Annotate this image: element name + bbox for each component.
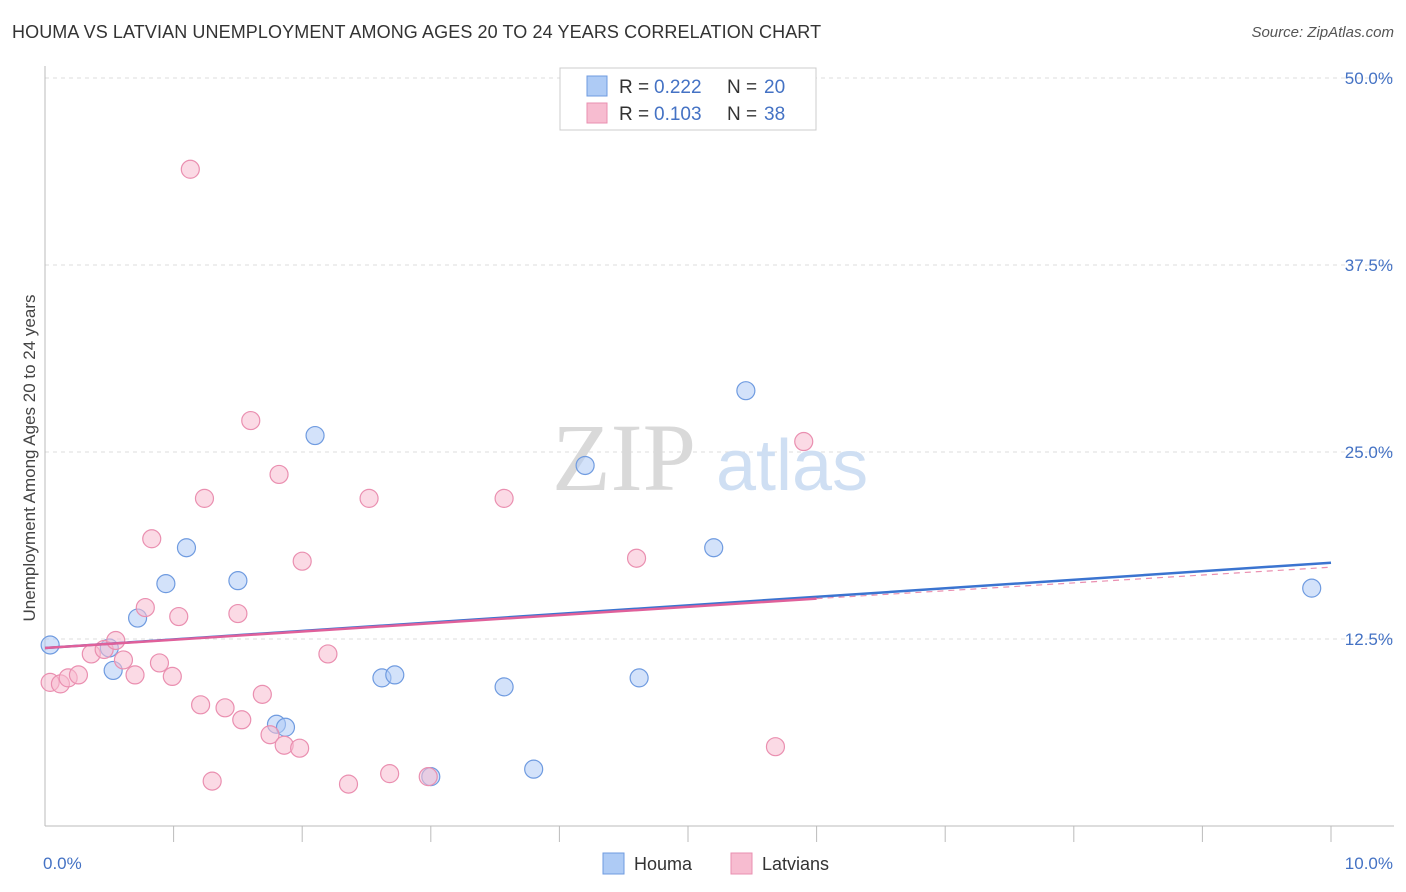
- latvians-point: [68, 665, 89, 685]
- latvians-point: [794, 431, 814, 452]
- houma-point: [575, 455, 595, 476]
- y-tick-label: 12.5%: [1345, 630, 1393, 649]
- legend-houma-n-value: 20: [764, 77, 785, 98]
- latvians-point: [269, 464, 289, 485]
- watermark-atlas: atlas: [716, 426, 868, 506]
- y-tick-label: 25.0%: [1345, 443, 1393, 462]
- latvians-point: [106, 630, 126, 651]
- latvians-point: [228, 603, 248, 624]
- houma-point: [305, 425, 325, 446]
- latvians-point: [290, 738, 310, 758]
- latvians-point: [260, 725, 280, 745]
- source-label: Source: ZipAtlas.com: [1251, 24, 1394, 41]
- houma-point: [1302, 578, 1322, 598]
- latvians-trend-extension: [816, 566, 1332, 600]
- bottom-legend-houma-swatch: [602, 852, 625, 875]
- latvians-point: [338, 774, 359, 794]
- watermark-zip: ZIP: [552, 404, 696, 511]
- legend-latvians-r-label: R =: [619, 104, 649, 125]
- latvians-point: [765, 737, 786, 757]
- legend-latvians-swatch: [586, 102, 608, 124]
- latvians-point: [202, 771, 222, 791]
- houma-point: [494, 677, 514, 697]
- axes: 12.5% 25.0% 37.5% 50.0% 0.0% 10.0%: [43, 66, 1394, 873]
- chart-title: HOUMA VS LATVIAN UNEMPLOYMENT AMONG AGES…: [12, 22, 822, 42]
- latvians-trend-line: [44, 597, 817, 650]
- latvians-point: [125, 665, 145, 685]
- houma-point: [629, 668, 649, 688]
- data-points: [40, 159, 1322, 794]
- latvians-point: [418, 767, 438, 787]
- houma-point: [385, 665, 405, 685]
- houma-point: [156, 574, 176, 594]
- trend-lines: [44, 561, 1332, 650]
- latvians-point: [180, 159, 200, 179]
- houma-point: [40, 635, 60, 655]
- y-tick-label: 50.0%: [1345, 69, 1393, 88]
- legend-houma-r-value: 0.222: [654, 77, 702, 98]
- houma-point: [176, 538, 197, 558]
- legend-houma-swatch: [586, 75, 608, 97]
- houma-point: [524, 759, 544, 779]
- latvians-point: [380, 764, 400, 784]
- latvians-point: [241, 410, 261, 431]
- latvians-point: [162, 666, 182, 687]
- y-tick-label: 37.5%: [1345, 256, 1393, 275]
- latvians-point: [626, 548, 647, 568]
- latvians-point: [149, 653, 170, 673]
- bottom-legend: Houma Latvians: [602, 852, 829, 875]
- latvians-point: [292, 551, 312, 571]
- latvians-point: [494, 488, 514, 508]
- bottom-legend-houma-label: Houma: [634, 854, 693, 874]
- legend-houma-r-label: R =: [619, 77, 649, 98]
- latvians-point: [169, 606, 189, 627]
- legend-latvians-n-value: 38: [764, 104, 785, 125]
- latvians-point: [274, 735, 294, 755]
- x-tick-label-end: 10.0%: [1345, 854, 1393, 873]
- latvians-point: [318, 644, 338, 664]
- bottom-legend-latvians-label: Latvians: [762, 854, 829, 874]
- latvians-point: [113, 650, 134, 670]
- legend-latvians-r-value: 0.103: [654, 104, 702, 125]
- latvians-point: [142, 529, 162, 549]
- latvians-point: [191, 695, 211, 715]
- latvians-point: [215, 698, 235, 718]
- latvians-point: [135, 597, 155, 618]
- top-legend: R = 0.222 N = 20 R = 0.103 N = 38: [559, 67, 817, 131]
- latvians-point: [359, 488, 379, 508]
- houma-point: [228, 571, 248, 591]
- latvians-point: [232, 710, 252, 730]
- bottom-legend-latvians-swatch: [730, 852, 753, 875]
- latvians-point: [194, 488, 215, 508]
- legend-houma-n-label: N =: [727, 77, 757, 98]
- watermark: ZIP atlas: [552, 404, 868, 511]
- latvians-point: [252, 684, 272, 704]
- legend-latvians-n-label: N =: [727, 104, 757, 125]
- houma-point: [736, 381, 756, 401]
- houma-point: [704, 538, 724, 558]
- x-tick-label-start: 0.0%: [43, 854, 82, 873]
